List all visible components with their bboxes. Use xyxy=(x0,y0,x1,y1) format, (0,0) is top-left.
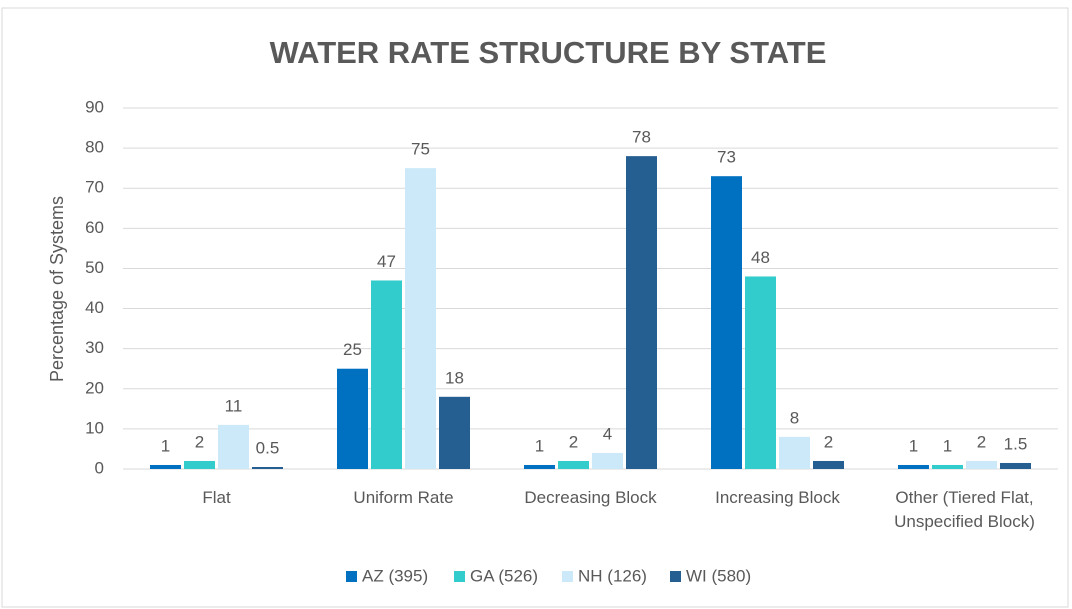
x-tick-label: Decreasing Block xyxy=(524,488,657,507)
bar xyxy=(1000,462,1031,469)
bar xyxy=(813,460,844,469)
y-tick-label: 20 xyxy=(85,378,104,397)
y-tick-label: 0 xyxy=(95,458,104,477)
bar xyxy=(439,396,470,469)
y-tick-label: 60 xyxy=(85,218,104,237)
legend-swatch xyxy=(454,571,465,582)
legend-label: GA (526) xyxy=(470,566,538,585)
data-label: 48 xyxy=(751,248,770,267)
legend-label: WI (580) xyxy=(686,566,751,585)
data-label: 1 xyxy=(943,436,952,455)
data-label: 1.5 xyxy=(1004,434,1028,453)
data-label: 47 xyxy=(377,252,396,271)
y-tick-label: 80 xyxy=(85,138,104,157)
data-label: 4 xyxy=(603,424,612,443)
bar xyxy=(405,168,436,469)
bar xyxy=(932,464,963,469)
legend-swatch xyxy=(670,571,681,582)
chart-title: WATER RATE STRUCTURE BY STATE xyxy=(270,35,827,70)
y-tick-label: 10 xyxy=(85,418,104,437)
data-label: 8 xyxy=(790,408,799,427)
data-label: 1 xyxy=(909,436,918,455)
data-label: 78 xyxy=(632,128,651,147)
x-tick-label: Uniform Rate xyxy=(353,488,454,507)
bar xyxy=(745,276,776,469)
y-tick-label: 70 xyxy=(85,178,104,197)
bar xyxy=(337,368,368,469)
legend-swatch xyxy=(346,571,357,582)
data-label: 2 xyxy=(824,432,833,451)
y-tick-label: 50 xyxy=(85,258,104,277)
data-label: 0.5 xyxy=(256,438,280,457)
y-tick-label: 40 xyxy=(85,298,104,317)
bar xyxy=(898,464,929,469)
bar xyxy=(592,452,623,469)
data-label: 11 xyxy=(225,396,243,415)
data-label: 1 xyxy=(535,436,544,455)
legend-swatch xyxy=(562,571,573,582)
y-axis-label: Percentage of Systems xyxy=(47,196,67,382)
bar xyxy=(558,460,589,469)
data-label: 75 xyxy=(411,140,430,159)
x-tick-label: Other (Tiered Flat, Unspecified Block) xyxy=(894,488,1035,531)
bar xyxy=(184,460,215,469)
bar xyxy=(711,176,742,469)
data-label: 1 xyxy=(161,436,170,455)
bar xyxy=(779,436,810,469)
x-tick-label: Flat xyxy=(202,488,231,507)
data-label: 73 xyxy=(717,148,736,167)
bar xyxy=(524,464,555,469)
bar xyxy=(218,424,249,469)
legend-label: NH (126) xyxy=(578,566,647,585)
y-tick-label: 30 xyxy=(85,338,104,357)
bar xyxy=(966,460,997,469)
data-label: 18 xyxy=(445,368,464,387)
bar xyxy=(252,466,283,469)
legend-label: AZ (395) xyxy=(362,566,428,585)
bar xyxy=(626,156,657,469)
data-label: 2 xyxy=(195,432,204,451)
data-label: 25 xyxy=(343,340,362,359)
bar xyxy=(150,464,181,469)
data-label: 2 xyxy=(569,432,578,451)
y-tick-label: 90 xyxy=(85,97,104,116)
bar xyxy=(371,280,402,469)
data-label: 2 xyxy=(977,432,986,451)
x-tick-label: Increasing Block xyxy=(715,488,840,507)
